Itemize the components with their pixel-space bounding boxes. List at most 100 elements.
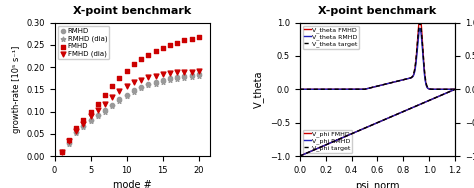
RMHD — [130, 89, 138, 92]
FMHD — [137, 58, 145, 61]
V_theta FMHD — [367, 87, 373, 89]
V_theta target — [414, 50, 419, 53]
FMHD (dia) — [109, 95, 116, 98]
RMHD (dia) — [173, 78, 181, 81]
FMHD (dia) — [181, 70, 188, 74]
Title: X-point benchmark: X-point benchmark — [73, 6, 191, 16]
RMHD (dia) — [65, 142, 73, 145]
RMHD (dia) — [159, 80, 167, 83]
FMHD (dia) — [101, 102, 109, 105]
RMHD — [116, 98, 123, 101]
X-axis label: mode #: mode # — [113, 180, 152, 188]
V_theta RMHD — [417, 27, 423, 30]
FMHD (dia) — [145, 76, 152, 79]
FMHD — [188, 38, 195, 41]
FMHD — [123, 69, 130, 72]
FMHD — [80, 118, 87, 121]
V_theta RMHD — [297, 88, 302, 90]
V_theta target — [297, 88, 302, 90]
RMHD — [101, 109, 109, 112]
V_theta FMHD — [337, 88, 343, 90]
FMHD (dia) — [152, 74, 159, 77]
FMHD (dia) — [80, 122, 87, 125]
Line: V_theta target: V_theta target — [300, 23, 455, 89]
RMHD — [65, 141, 73, 144]
FMHD — [195, 36, 203, 39]
FMHD (dia) — [123, 84, 130, 87]
FMHD — [94, 102, 101, 105]
FMHD (dia) — [137, 78, 145, 81]
RMHD (dia) — [116, 99, 123, 102]
RMHD — [195, 73, 203, 76]
RMHD (dia) — [80, 126, 87, 129]
FMHD — [173, 41, 181, 44]
V_theta FMHD — [297, 88, 302, 90]
FMHD — [101, 93, 109, 96]
FMHD (dia) — [65, 140, 73, 143]
RMHD — [145, 83, 152, 86]
V_theta RMHD — [324, 88, 330, 90]
FMHD — [166, 43, 174, 46]
V_theta RMHD — [367, 87, 373, 89]
RMHD — [94, 114, 101, 117]
RMHD — [152, 80, 159, 83]
RMHD (dia) — [195, 74, 203, 77]
FMHD — [152, 49, 159, 52]
FMHD (dia) — [159, 73, 167, 76]
RMHD — [181, 74, 188, 77]
V_theta RMHD — [388, 82, 394, 84]
V_theta target — [401, 79, 406, 81]
Y-axis label: V_theta: V_theta — [254, 70, 264, 108]
RMHD — [188, 74, 195, 77]
Y-axis label: growth-rate [10⁵ s⁻¹]: growth-rate [10⁵ s⁻¹] — [12, 46, 21, 133]
RMHD (dia) — [181, 77, 188, 80]
RMHD — [109, 103, 116, 106]
V_theta target — [367, 87, 373, 89]
FMHD — [65, 138, 73, 141]
V_theta target — [388, 82, 394, 84]
RMHD (dia) — [58, 150, 65, 153]
V_theta target — [324, 88, 330, 90]
RMHD — [123, 93, 130, 96]
Line: V_theta FMHD: V_theta FMHD — [300, 17, 455, 89]
FMHD — [145, 53, 152, 56]
FMHD (dia) — [94, 109, 101, 112]
FMHD (dia) — [195, 70, 203, 73]
RMHD (dia) — [94, 115, 101, 118]
RMHD — [87, 118, 94, 121]
V_theta FMHD — [417, 15, 423, 18]
Title: X-point benchmark: X-point benchmark — [319, 6, 437, 16]
X-axis label: psi_norm: psi_norm — [355, 180, 400, 188]
Legend: V_phi FMHD, V_phi RMHD, V_phi target: V_phi FMHD, V_phi RMHD, V_phi target — [303, 130, 352, 153]
V_theta RMHD — [414, 55, 419, 58]
FMHD — [116, 77, 123, 80]
V_theta FMHD — [414, 51, 419, 53]
FMHD (dia) — [173, 71, 181, 74]
FMHD — [130, 62, 138, 65]
Line: V_theta RMHD: V_theta RMHD — [300, 29, 455, 89]
Legend: RMHD, RMHD (dia), FMHD, FMHD (dia): RMHD, RMHD (dia), FMHD, FMHD (dia) — [58, 26, 109, 59]
V_theta RMHD — [452, 88, 458, 90]
RMHD (dia) — [166, 79, 174, 82]
RMHD (dia) — [130, 90, 138, 93]
RMHD (dia) — [137, 86, 145, 89]
RMHD (dia) — [152, 82, 159, 85]
RMHD (dia) — [101, 110, 109, 113]
FMHD (dia) — [166, 72, 174, 75]
FMHD — [109, 84, 116, 87]
V_theta FMHD — [324, 88, 330, 90]
V_theta target — [337, 88, 343, 90]
FMHD — [73, 127, 80, 130]
RMHD (dia) — [123, 94, 130, 97]
RMHD (dia) — [109, 105, 116, 108]
FMHD — [181, 39, 188, 42]
FMHD — [159, 46, 167, 49]
FMHD (dia) — [58, 150, 65, 153]
RMHD (dia) — [145, 84, 152, 87]
RMHD — [73, 130, 80, 133]
V_theta target — [417, 22, 423, 24]
V_theta FMHD — [401, 79, 406, 81]
RMHD — [58, 150, 65, 153]
RMHD — [137, 85, 145, 88]
V_theta FMHD — [388, 82, 394, 84]
